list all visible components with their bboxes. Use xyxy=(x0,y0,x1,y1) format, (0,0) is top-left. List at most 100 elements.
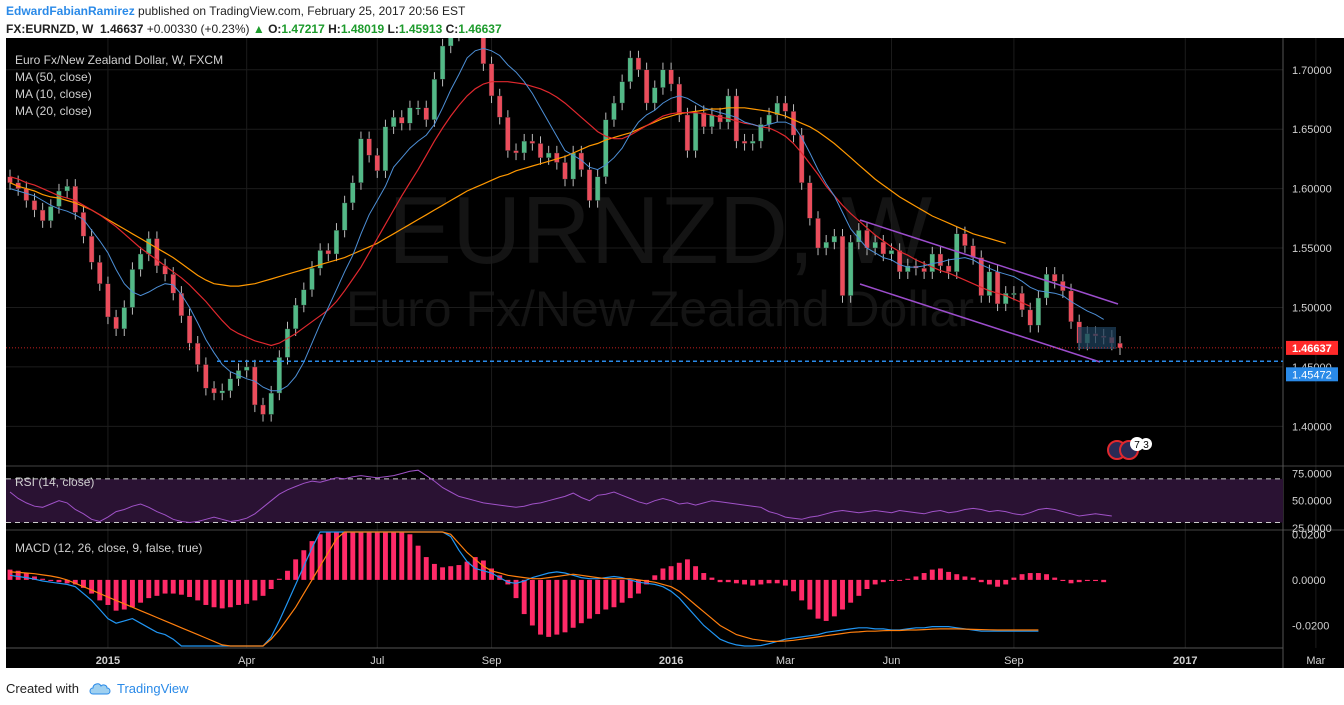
last-price-badge-text: 1.46637 xyxy=(1292,343,1332,355)
candle-body xyxy=(717,114,723,123)
footer: Created with TradingView xyxy=(0,672,1344,705)
macd-histogram-bar xyxy=(1011,577,1017,580)
candle-body xyxy=(260,404,266,415)
macd-histogram-bar xyxy=(129,579,135,608)
rsi-band xyxy=(6,478,1283,523)
macd-histogram-bar xyxy=(325,532,331,580)
macd-histogram-bar xyxy=(113,579,119,611)
candle-body xyxy=(888,250,895,255)
macd-histogram-bar xyxy=(203,579,209,605)
candle-body xyxy=(211,388,217,394)
macd-histogram-bar xyxy=(195,579,201,601)
channel-lower-trendline[interactable] xyxy=(859,283,1101,363)
macd-histogram-bar xyxy=(170,579,176,594)
macd-legend[interactable]: MACD (12, 26, close, 9, false, true) xyxy=(15,541,202,555)
candle-body xyxy=(203,364,209,389)
macd-tick-label: 0.0000 xyxy=(1292,575,1326,587)
macd-histogram-bar xyxy=(154,579,160,596)
macd-histogram-bar xyxy=(32,576,37,580)
macd-histogram-bar xyxy=(978,579,984,583)
candle-body xyxy=(497,95,503,118)
channel-upper-trendline[interactable] xyxy=(859,219,1119,305)
candle-body xyxy=(431,79,438,120)
macd-histogram-bar xyxy=(399,532,405,580)
candle-body xyxy=(921,268,927,273)
author-link[interactable]: EdwardFabianRamirez xyxy=(6,4,135,18)
macd-histogram-bar xyxy=(636,579,641,594)
macd-histogram-bar xyxy=(1003,579,1009,585)
macd-histogram-bar xyxy=(766,579,772,584)
macd-histogram-bar xyxy=(407,534,413,580)
candle-body xyxy=(896,250,903,273)
macd-histogram-bar xyxy=(889,579,894,582)
macd-histogram-bar xyxy=(219,579,225,609)
events-badge[interactable]: 7 3 xyxy=(1107,437,1152,460)
rsi-tick-labels: 75.0000 50.0000 25.0000 xyxy=(1292,468,1332,535)
macd-histogram-bar xyxy=(538,579,543,635)
candle-body xyxy=(945,265,952,273)
macd-histogram-bar xyxy=(350,532,356,580)
macd-histogram-bar xyxy=(611,579,617,608)
signal-line xyxy=(9,531,1039,647)
rsi-tick-label: 50.0000 xyxy=(1292,496,1332,508)
macd-histogram-bar xyxy=(236,579,241,605)
candle-body xyxy=(341,202,348,231)
rsi-legend[interactable]: RSI (14, close) xyxy=(15,475,94,489)
macd-histogram-bar xyxy=(962,576,968,580)
candle-body xyxy=(284,328,291,358)
macd-histogram-bar xyxy=(366,532,372,580)
macd-histogram-bar xyxy=(415,545,421,580)
cloud-icon[interactable] xyxy=(88,681,112,695)
macd-histogram-bar xyxy=(1068,579,1074,584)
candle-body xyxy=(839,235,846,296)
macd-histogram-bar xyxy=(595,579,601,615)
candle-body xyxy=(480,38,487,65)
candle-body xyxy=(374,155,380,172)
candle-body xyxy=(774,102,780,116)
candle-body xyxy=(276,357,282,394)
candle-body xyxy=(170,274,176,294)
last-price-badge xyxy=(1286,340,1338,355)
candle-body xyxy=(1011,293,1017,295)
macd-histogram-bar xyxy=(774,579,780,584)
time-tick-label: 2015 xyxy=(96,655,120,667)
candle-body xyxy=(129,269,136,308)
macd-histogram-bar xyxy=(554,579,560,635)
tradingview-link[interactable]: TradingView xyxy=(117,681,189,696)
candle-body xyxy=(627,57,633,82)
candle-body xyxy=(782,102,789,112)
macd-histogram-bar xyxy=(211,579,217,608)
candle-body xyxy=(750,140,756,144)
chart-canvas[interactable]: EURNZD, W Euro Fx/New Zealand Dollar 7 3… xyxy=(0,38,1344,672)
candle-body xyxy=(439,45,446,80)
candle-body xyxy=(643,69,650,104)
macd-histogram-bar xyxy=(791,579,796,592)
legend-ma10[interactable]: MA (10, close) xyxy=(15,87,92,101)
candle-body xyxy=(244,366,250,371)
macd-histogram-bar xyxy=(138,579,144,603)
publish-line: EdwardFabianRamirez published on Trading… xyxy=(6,4,465,18)
candle-body xyxy=(652,87,658,104)
macd-histogram-bar xyxy=(660,568,666,580)
candle-body xyxy=(537,143,544,158)
candle-body xyxy=(301,289,307,306)
macd-histogram-bar xyxy=(40,578,46,580)
projection-box[interactable] xyxy=(1078,327,1116,349)
candle-body xyxy=(660,69,666,88)
rsi-tick-label: 75.0000 xyxy=(1292,468,1332,480)
rsi-tick-label: 25.0000 xyxy=(1292,523,1332,535)
macd-tick-label: -0.0200 xyxy=(1292,620,1329,632)
macd-histogram-bar xyxy=(1052,577,1058,580)
legend-ma50[interactable]: MA (50, close) xyxy=(15,70,92,84)
candle-body xyxy=(268,392,274,415)
legend-ma20[interactable]: MA (20, close) xyxy=(15,104,92,118)
macd-histogram-bar xyxy=(603,579,609,610)
candle-body xyxy=(382,126,389,172)
ohlc-line: FX:EURNZD, W 1.46637 +0.00330 (+0.23%) ▲… xyxy=(6,22,502,36)
price-tick-label: 1.70000 xyxy=(1292,65,1332,77)
open-value: 1.47217 xyxy=(281,22,325,36)
macd-histogram-bar xyxy=(187,579,193,597)
candle-body xyxy=(684,114,691,151)
macd-histogram-bar xyxy=(627,579,633,599)
macd-histogram-bar xyxy=(1035,573,1041,580)
